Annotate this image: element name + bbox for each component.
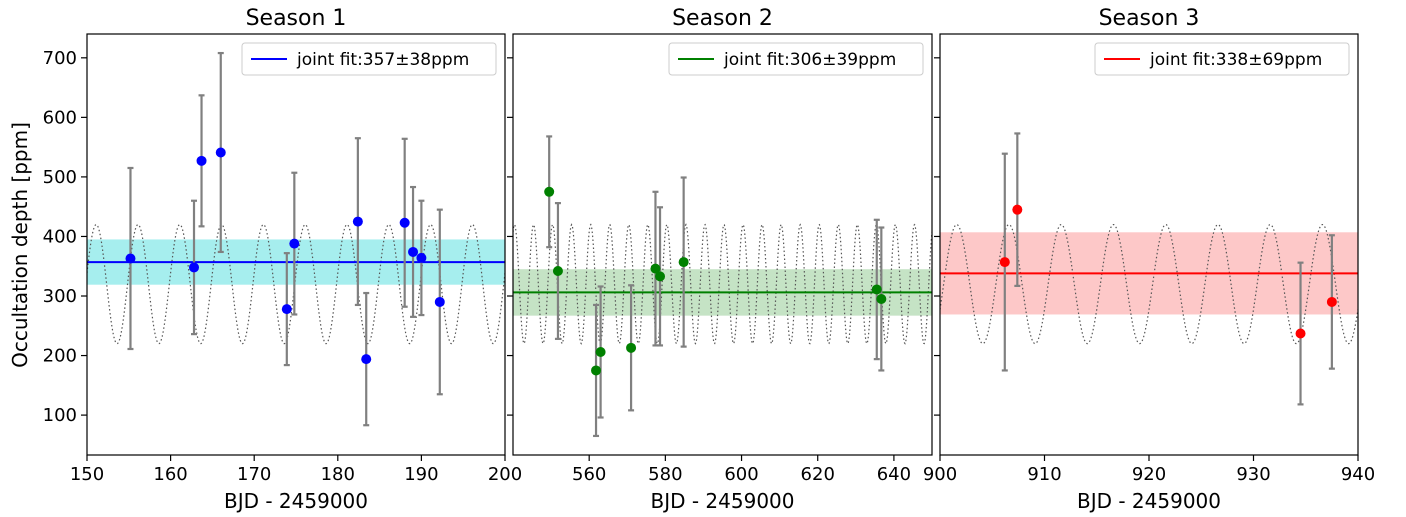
y-tick-label: 300 [43,286,77,307]
panel-frame [86,33,506,456]
data-point [434,296,445,307]
legend-box [1094,42,1350,76]
x-axis-label: BJD - 2459000 [1077,489,1221,513]
legend: joint fit:306±39ppm [668,42,924,76]
x-tick-label: 940 [1341,464,1375,485]
x-tick-label: 920 [1132,464,1166,485]
legend-box [241,42,497,76]
x-tick-label: 200 [488,464,522,485]
data-point [552,265,563,276]
data-point [289,238,300,249]
x-tick-label: 160 [153,464,187,485]
x-tick-label: 580 [648,464,682,485]
y-axis-label: Occultation depth [ppm] [8,122,32,368]
legend-label: joint fit:338±69ppm [1149,50,1322,70]
plot-area [87,51,505,427]
y-tick-label: 200 [43,346,77,367]
panel-frame [512,33,933,456]
data-point [544,186,555,197]
data-point [1326,296,1337,307]
data-point [650,263,661,274]
data-point [1012,204,1023,215]
x-tick-label: 150 [70,464,104,485]
data-point [595,346,606,357]
model-curve [940,223,1358,345]
y-tick-label: 600 [43,107,77,128]
legend-label: joint fit:357±38ppm [296,50,469,70]
x-tick-label: 900 [923,464,957,485]
data-point [626,342,637,353]
plot-area [513,135,932,438]
panel-title: Season 1 [246,6,347,31]
legend: joint fit:338±69ppm [1094,42,1350,76]
x-tick-label: 930 [1236,464,1270,485]
data-point [281,304,292,315]
panel-1: 150 160 170 180 190 200 100 200 300 400 500 600 700 B… [43,6,523,513]
data-point [125,253,136,264]
data-point [189,262,200,273]
data-point [678,257,689,268]
data-point [1295,328,1306,339]
data-point [196,155,207,166]
data-point [416,252,427,263]
panel-3: 900 910 920 930 940 BJD - 2459000 Season 3 join… [923,6,1375,513]
x-tick-label: 560 [572,464,606,485]
legend-box [668,42,924,76]
x-axis-label: BJD - 2459000 [650,489,794,513]
data-point [876,293,887,304]
plot-area [940,132,1358,406]
y-tick-label: 500 [43,167,77,188]
x-tick-label: 910 [1027,464,1061,485]
x-axis-label: BJD - 2459000 [224,489,368,513]
y-tick-label: 400 [43,226,77,247]
data-point [215,147,226,158]
data-point [361,354,372,365]
x-tick-label: 620 [801,464,835,485]
panel-2: 560 580 600 620 640 BJD - 2459000 Season 2 join… [507,6,933,513]
y-tick-label: 100 [43,405,77,426]
data-point [999,257,1010,268]
data-point [352,216,363,227]
x-tick-label: 180 [321,464,355,485]
panel-title: Season 2 [672,6,773,31]
x-tick-label: 170 [237,464,271,485]
panel-title: Season 3 [1099,6,1200,31]
data-point [655,271,666,282]
y-tick-label: 700 [43,48,77,69]
x-tick-label: 190 [404,464,438,485]
data-point [408,246,419,257]
model-curve [513,223,932,345]
model-curve [87,223,505,345]
legend-label: joint fit:306±39ppm [723,50,896,70]
data-point [871,284,882,295]
x-tick-label: 640 [877,464,911,485]
data-point [591,365,602,376]
x-tick-label: 600 [724,464,758,485]
data-point [399,217,410,228]
legend: joint fit:357±38ppm [241,42,497,76]
panels: 150 160 170 180 190 200 100 200 300 400 500 600 700 B… [43,6,1376,513]
